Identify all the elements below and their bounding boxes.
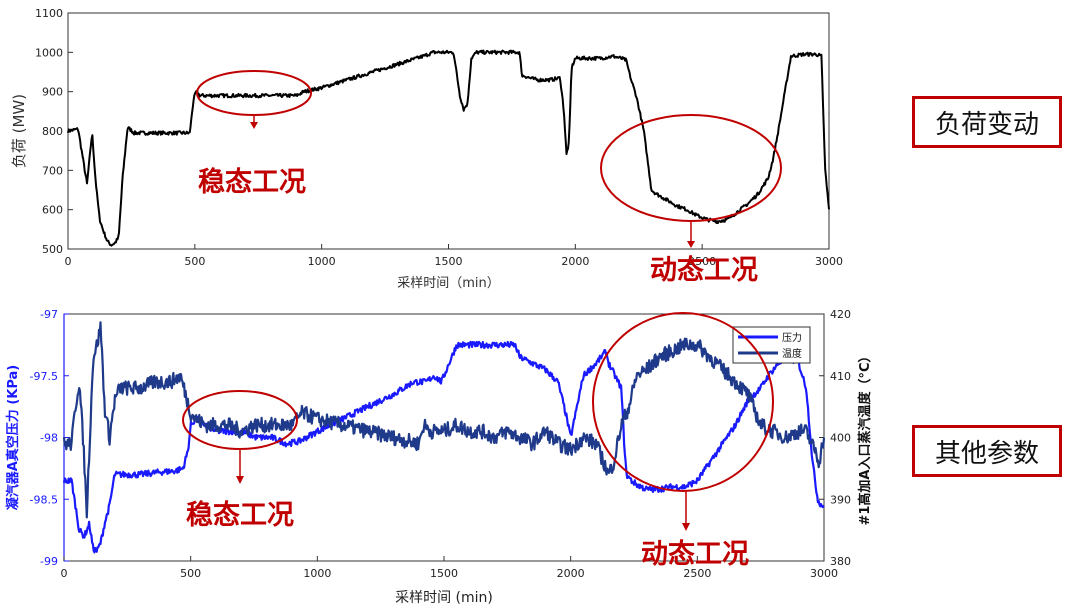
bottom-x-tick-label: 1000 (303, 567, 331, 580)
label-load-change: 负荷变动 (912, 96, 1062, 148)
bottom-dynamic-label: 动态工况 (641, 539, 749, 570)
bottom-right-y-tick-label: 390 (830, 493, 851, 506)
top-x-tick-label: 2000 (561, 255, 589, 268)
legend-box (732, 326, 811, 364)
top-x-tick-label: 1000 (308, 255, 336, 268)
top-y-tick-label: 800 (42, 125, 63, 138)
bottom-left-y-tick-label: -97.5 (30, 370, 58, 383)
bottom-right-y-tick-label: 380 (830, 555, 851, 568)
bottom-x-tick-label: 2000 (557, 567, 585, 580)
bottom-x-axis-label: 采样时间 (min) (395, 590, 493, 606)
bottom-x-tick-label: 3000 (810, 567, 838, 580)
top-y-tick-label: 700 (42, 164, 63, 177)
top-plot-frame (67, 12, 830, 250)
bottom-right-y-tick-label: 400 (830, 432, 851, 445)
bottom-left-y-tick-label: -98 (40, 432, 58, 445)
bottom-right-y-tick-label: 420 (830, 308, 851, 321)
bottom-steady-label: 稳态工况 (186, 499, 294, 531)
top-x-tick-label: 0 (65, 255, 72, 268)
bottom-left-y-tick-label: -99 (40, 555, 58, 568)
legend-pressure-label: 压力 (782, 331, 802, 344)
bottom-x-tick-label: 500 (180, 567, 201, 580)
top-x-tick-label: 3000 (815, 255, 843, 268)
bottom-plot-frame (63, 313, 825, 562)
top-steady-ellipse (196, 70, 312, 116)
bottom-left-y-tick-label: -98.5 (30, 493, 58, 506)
top-y-tick-label: 500 (42, 243, 63, 256)
top-steady-arrow-head (250, 122, 258, 129)
top-x-tick-label: 1500 (435, 255, 463, 268)
bottom-x-tick-label: 1500 (430, 567, 458, 580)
top-y-tick-label: 1100 (35, 7, 63, 20)
top-y-tick-label: 600 (42, 204, 63, 217)
bottom-x-tick-label: 2500 (683, 567, 711, 580)
label-other-params: 其他参数 (912, 425, 1062, 477)
bottom-steady-arrow-head (236, 476, 244, 484)
bottom-left-y-axis-label: 凝汽器A真空压力 (KPa) (5, 365, 21, 511)
top-dynamic-arrow-head (687, 241, 695, 248)
bottom-dynamic-ellipse (592, 312, 774, 492)
top-dynamic-ellipse (600, 114, 782, 222)
temperature-series-line (62, 321, 826, 519)
top-y-tick-label: 900 (42, 86, 63, 99)
top-steady-label: 稳态工况 (198, 166, 306, 198)
top-x-tick-label: 500 (184, 255, 205, 268)
top-x-tick-label: 2500 (688, 255, 716, 268)
top-y-axis-label: 负荷 (MW) (10, 94, 28, 168)
bottom-x-tick-label: 0 (61, 567, 68, 580)
top-x-axis-label: 采样时间（min） (397, 276, 500, 291)
bottom-right-y-tick-label: 410 (830, 370, 851, 383)
pressure-series-line (62, 340, 825, 554)
load-series-line (67, 49, 830, 247)
legend-temperature-label: 温度 (782, 347, 802, 360)
bottom-left-y-tick-label: -97 (40, 308, 58, 321)
top-dynamic-label: 动态工况 (650, 255, 758, 286)
bottom-right-y-axis-label: #1高加A入口蒸汽温度（°C） (857, 349, 873, 525)
top-y-tick-label: 1000 (35, 46, 63, 59)
bottom-dynamic-arrow-head (682, 523, 690, 531)
